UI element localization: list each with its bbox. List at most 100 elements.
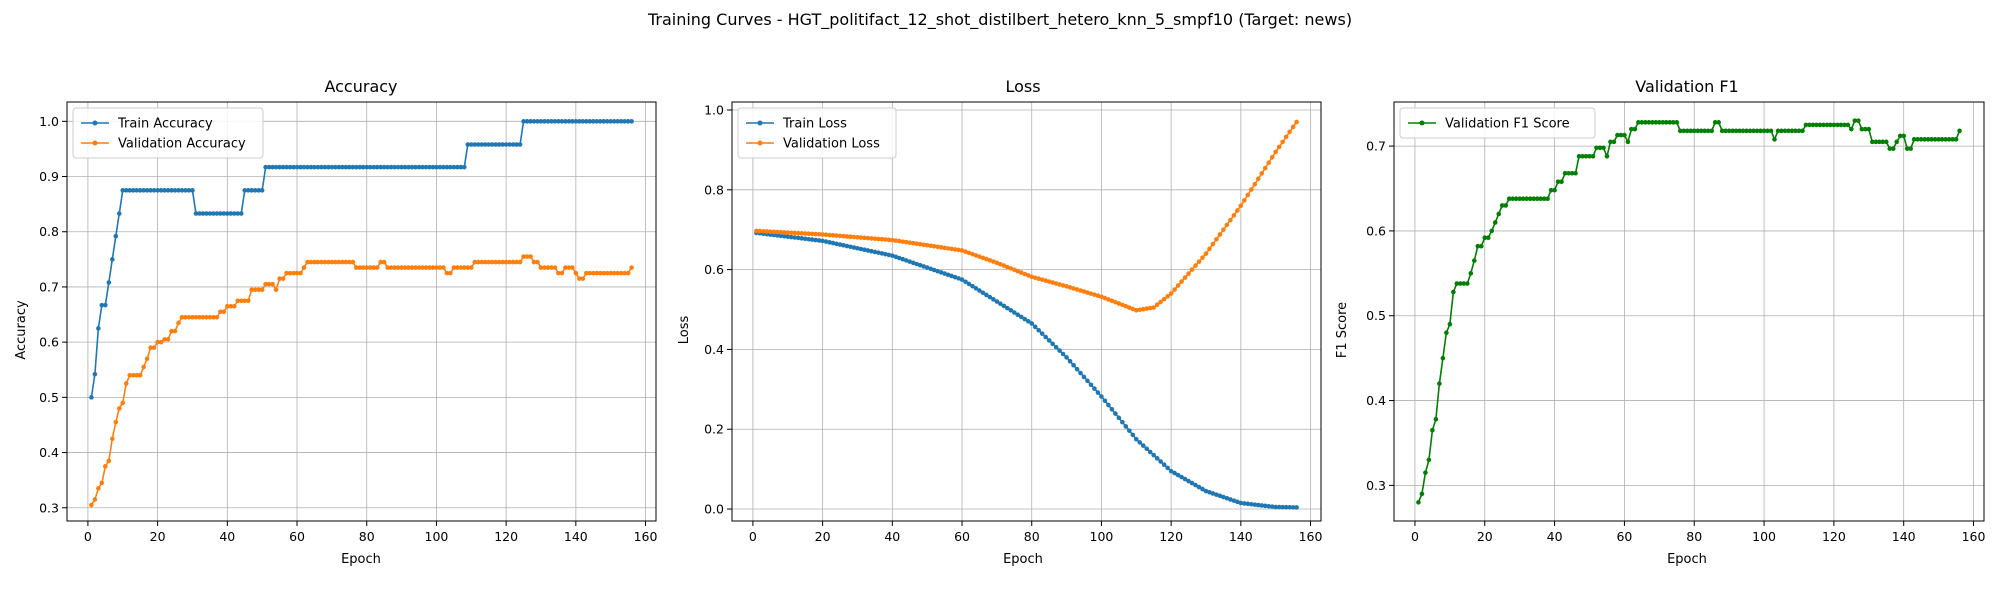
validation-accuracy-point xyxy=(151,345,157,350)
validation-loss-point xyxy=(1001,263,1007,268)
validation-loss-point xyxy=(1269,154,1275,160)
validation-f1-score-point xyxy=(1580,153,1585,159)
accuracy-x-tick-label: 80 xyxy=(359,529,375,544)
validation-f1-score-point xyxy=(1702,128,1708,134)
train-accuracy-point xyxy=(340,164,345,170)
validation-f1-score-point xyxy=(1562,170,1568,176)
train-accuracy-point xyxy=(413,164,418,170)
train-loss-point xyxy=(991,297,996,302)
train-loss-point xyxy=(1140,443,1146,448)
train-loss-point xyxy=(890,253,895,258)
validation-loss-point xyxy=(816,231,822,237)
train-loss-point xyxy=(1088,382,1094,388)
validation-loss-point xyxy=(876,236,881,242)
train-accuracy-point xyxy=(517,142,523,147)
accuracy-axes-frame xyxy=(66,101,657,522)
train-loss-point xyxy=(893,254,899,260)
validation-loss-point xyxy=(1015,268,1021,274)
train-loss-point xyxy=(799,236,804,241)
train-accuracy-point xyxy=(462,164,467,170)
validation-loss-point xyxy=(848,234,853,240)
validation-accuracy-point xyxy=(284,270,289,276)
accuracy-y-tick-label: 0.7 xyxy=(39,279,59,294)
train-accuracy-point xyxy=(604,119,610,124)
accuracy-y-tick-label: 1.0 xyxy=(39,114,59,129)
train-loss-point xyxy=(977,288,982,293)
loss-y-tick-label: 0.2 xyxy=(704,422,724,437)
validation-f1-score-point xyxy=(1779,128,1784,134)
train-accuracy-point xyxy=(489,142,495,147)
train-accuracy-point xyxy=(218,211,223,216)
train-accuracy-point xyxy=(385,164,390,170)
validation-f1-score-point xyxy=(1719,128,1725,134)
train-loss-point xyxy=(1043,334,1048,340)
train-loss-point xyxy=(1046,338,1052,343)
validation-f1-score-point xyxy=(1451,289,1456,295)
validation-f1-score-point xyxy=(1807,122,1812,128)
loss-xlabel: Epoch xyxy=(1003,552,1043,567)
validation-accuracy-point xyxy=(214,315,220,320)
train-accuracy-legend-marker xyxy=(92,120,98,126)
validation-accuracy-point xyxy=(573,270,579,276)
train-accuracy-point xyxy=(99,302,105,308)
validation-f1-score-point xyxy=(1911,137,1917,142)
validation-loss-point xyxy=(788,230,794,236)
loss-plot-area: 0 20 40 60 80 100 120 140 160 0.0 0.2 0.4 0.6 0.8 1.0 T… xyxy=(704,101,1323,544)
train-accuracy-point xyxy=(496,142,502,147)
validation-loss-point xyxy=(1165,294,1170,299)
accuracy-ylabel: Accuracy xyxy=(14,300,29,360)
validation-f1-score-point xyxy=(1765,128,1770,134)
validation-loss-point xyxy=(1283,134,1289,140)
validation-accuracy-point xyxy=(235,298,241,304)
train-accuracy-point xyxy=(134,188,139,193)
validation-f1-score-point xyxy=(1754,128,1760,134)
train-accuracy-point xyxy=(475,142,481,147)
validation-f1-score-point xyxy=(1625,139,1631,145)
train-loss-point xyxy=(1008,308,1014,313)
validation-loss-point xyxy=(1221,227,1226,232)
validation-accuracy-point xyxy=(245,298,251,304)
validation-loss-point xyxy=(1018,270,1024,275)
validation-f1-score-point xyxy=(1814,122,1819,128)
validation-f1-score-point xyxy=(1555,179,1561,185)
validation-accuracy-point xyxy=(291,270,296,276)
validation-f1-score-point xyxy=(1838,122,1844,128)
validation-f1-score-point xyxy=(1506,196,1512,201)
train-accuracy-point xyxy=(448,164,453,170)
validation-accuracy-point xyxy=(183,315,188,320)
train-loss-point xyxy=(788,234,794,240)
validation-accuracy-point xyxy=(176,320,181,326)
validation-loss-point xyxy=(1099,294,1104,300)
validation-accuracy-point xyxy=(618,270,624,276)
validation-loss-point xyxy=(1224,222,1230,228)
train-accuracy-point xyxy=(458,164,464,170)
loss-x-tick-label: 80 xyxy=(1024,529,1040,544)
accuracy-y-tick-label: 0.5 xyxy=(39,390,59,405)
train-accuracy-point xyxy=(92,371,98,377)
train-loss-point xyxy=(795,235,801,241)
validation-f1-score-point xyxy=(1723,128,1728,134)
validation-f1-score-point xyxy=(1608,139,1613,145)
train-loss-point xyxy=(806,236,811,242)
validation-f1-score-point xyxy=(1485,235,1491,241)
train-loss-point xyxy=(907,259,913,264)
train-loss-point xyxy=(1099,394,1104,399)
validation-f1-score-point xyxy=(1904,146,1910,151)
accuracy-x-tick-label: 20 xyxy=(150,529,166,544)
train-accuracy-point xyxy=(329,164,335,170)
train-loss-point xyxy=(1158,459,1163,464)
validation-loss-point xyxy=(987,258,993,263)
train-loss-point xyxy=(987,294,993,300)
train-accuracy-point xyxy=(96,326,101,331)
validation-f1-score-point xyxy=(1594,145,1599,151)
train-accuracy-point xyxy=(371,164,377,170)
train-accuracy-point xyxy=(611,119,617,124)
validation-accuracy-point xyxy=(451,265,457,270)
train-accuracy-point xyxy=(172,188,178,193)
train-loss-point xyxy=(1039,331,1045,336)
validation-accuracy-point xyxy=(179,315,185,320)
train-loss-point xyxy=(928,266,933,272)
validation-accuracy-point xyxy=(280,276,286,281)
validation-accuracy-point xyxy=(399,265,404,270)
train-loss-point xyxy=(1078,370,1083,376)
